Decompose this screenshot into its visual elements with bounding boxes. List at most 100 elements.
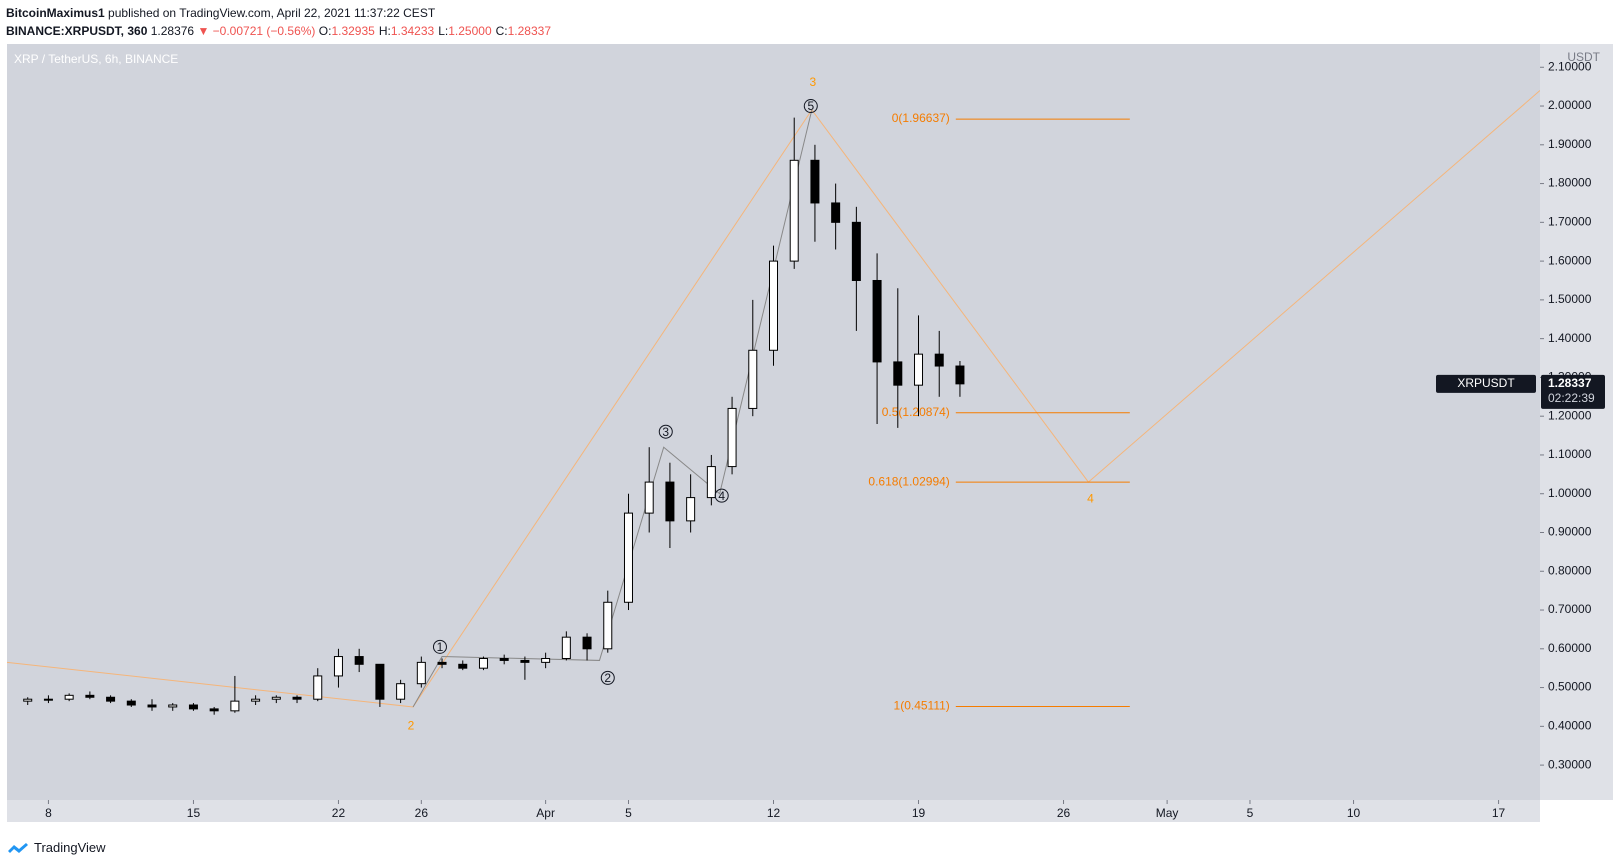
y-tick-label: 1.80000 — [1548, 176, 1592, 190]
candle-body — [292, 696, 302, 700]
subwave-label: 5 — [807, 99, 814, 113]
candle-body — [748, 349, 758, 409]
subwave-label: 3 — [662, 425, 669, 439]
candle-body — [789, 159, 799, 262]
x-tick-label: 15 — [187, 806, 201, 820]
candle-body — [520, 659, 530, 663]
x-tick-label: 19 — [912, 806, 926, 820]
symbol-tag — [1436, 374, 1536, 393]
fib-label: 0.618(1.02994) — [868, 474, 949, 488]
change: ▼ −0.00721 (−0.56%) — [197, 24, 316, 38]
symbol-tag-text: XRPUSDT — [1457, 376, 1515, 390]
ohlc-label: O: — [318, 24, 332, 38]
candle-body — [43, 698, 53, 701]
price-axis — [1540, 44, 1613, 800]
y-tick-label: 1.60000 — [1548, 253, 1592, 267]
y-tick-label: 2.00000 — [1548, 98, 1592, 112]
candle-body — [561, 636, 571, 659]
ohlc: O:1.32935 H:1.34233 L:1.25000 C:1.28337 — [319, 24, 555, 38]
x-tick-label: 26 — [1057, 806, 1071, 820]
x-tick-label: Apr — [536, 806, 555, 820]
y-tick-label: 0.70000 — [1548, 602, 1592, 616]
candle-body — [23, 698, 33, 702]
y-tick-label: 1.20000 — [1548, 408, 1592, 422]
candle-body — [106, 696, 116, 702]
candle-body — [686, 497, 696, 522]
x-tick-label: 26 — [415, 806, 429, 820]
candle-body — [478, 657, 488, 669]
x-tick-label: 22 — [332, 806, 346, 820]
candle-body — [934, 353, 944, 367]
published: published on TradingView.com, April 22, … — [108, 6, 436, 20]
chart: XRP / TetherUS, 6h, BINANCE USDT 0(1.966… — [7, 44, 1613, 822]
candle-body — [727, 407, 737, 468]
candle-body — [955, 365, 965, 385]
ohlc-value: 1.28337 — [507, 24, 552, 38]
y-tick-label: 0.60000 — [1548, 641, 1592, 655]
countdown: 02:22:39 — [1548, 391, 1595, 405]
x-tick-label: 5 — [1247, 806, 1254, 820]
subwave-marker — [658, 424, 673, 439]
last: 1.28376 — [150, 24, 195, 38]
wave-label: 4 — [1087, 492, 1094, 506]
candle-body — [603, 601, 613, 650]
ohlc-value: 1.32935 — [331, 24, 375, 38]
y-tick-label: 0.80000 — [1548, 563, 1592, 577]
subwave-marker — [600, 670, 615, 685]
header: BitcoinMaximus1 published on TradingView… — [6, 4, 555, 40]
price-tag — [1541, 374, 1605, 409]
subwave-label: 1 — [437, 640, 444, 654]
y-tick-label: 0.90000 — [1548, 525, 1592, 539]
plot-area — [7, 44, 1540, 800]
ohlc-value: 1.25000 — [448, 24, 492, 38]
brand: TradingView — [34, 840, 106, 855]
fib-label: 1(0.45111) — [894, 699, 950, 713]
ohlc-label: C: — [495, 24, 508, 38]
candle-body — [354, 656, 364, 665]
x-tick-label: 5 — [625, 806, 632, 820]
candle-body — [769, 260, 778, 351]
candle-body — [64, 694, 74, 700]
candle-body — [499, 657, 509, 661]
candle-body — [313, 675, 323, 700]
candle-body — [85, 694, 95, 698]
candle-body — [665, 481, 675, 522]
candle-body — [396, 683, 406, 700]
x-tick-label: 10 — [1347, 806, 1361, 820]
candle-body — [209, 708, 219, 712]
candle-body — [623, 512, 633, 603]
candle-body — [810, 159, 820, 204]
candle-body — [831, 202, 841, 223]
candle-body — [168, 704, 178, 708]
y-tick-label: 2.10000 — [1548, 59, 1592, 73]
x-tick-label: 12 — [767, 806, 781, 820]
subwave-marker — [432, 639, 447, 654]
candle-body — [147, 704, 157, 708]
y-tick-label: 1.90000 — [1548, 137, 1592, 151]
x-tick-label: 8 — [45, 806, 52, 820]
candle-body — [644, 481, 654, 514]
wave-label: 2 — [408, 719, 415, 733]
x-axis — [7, 800, 1540, 822]
candle-body — [437, 661, 447, 665]
y-tick-label: 1.10000 — [1548, 447, 1592, 461]
subwave-label: 4 — [718, 489, 725, 503]
fib-label: 0.5(1.20874) — [882, 405, 950, 419]
candle-body — [271, 696, 281, 700]
candle-body — [541, 657, 551, 663]
x-tick-label: May — [1156, 806, 1179, 820]
y-tick-label: 1.70000 — [1548, 215, 1592, 229]
y-tick-label: 0.40000 — [1548, 719, 1592, 733]
candle-body — [126, 700, 136, 706]
logo — [8, 842, 28, 853]
subwave-marker — [714, 488, 729, 503]
subwave-label: 2 — [604, 671, 611, 685]
y-tick-label: 1.00000 — [1548, 486, 1592, 500]
price-tag-text: 1.28337 — [1548, 376, 1592, 390]
candle-body — [893, 361, 903, 386]
subwave-marker — [803, 99, 818, 114]
wave-label: 3 — [810, 75, 817, 89]
y-tick-label: 0.30000 — [1548, 757, 1592, 771]
candle-body — [582, 636, 592, 650]
candle-body — [416, 661, 426, 685]
